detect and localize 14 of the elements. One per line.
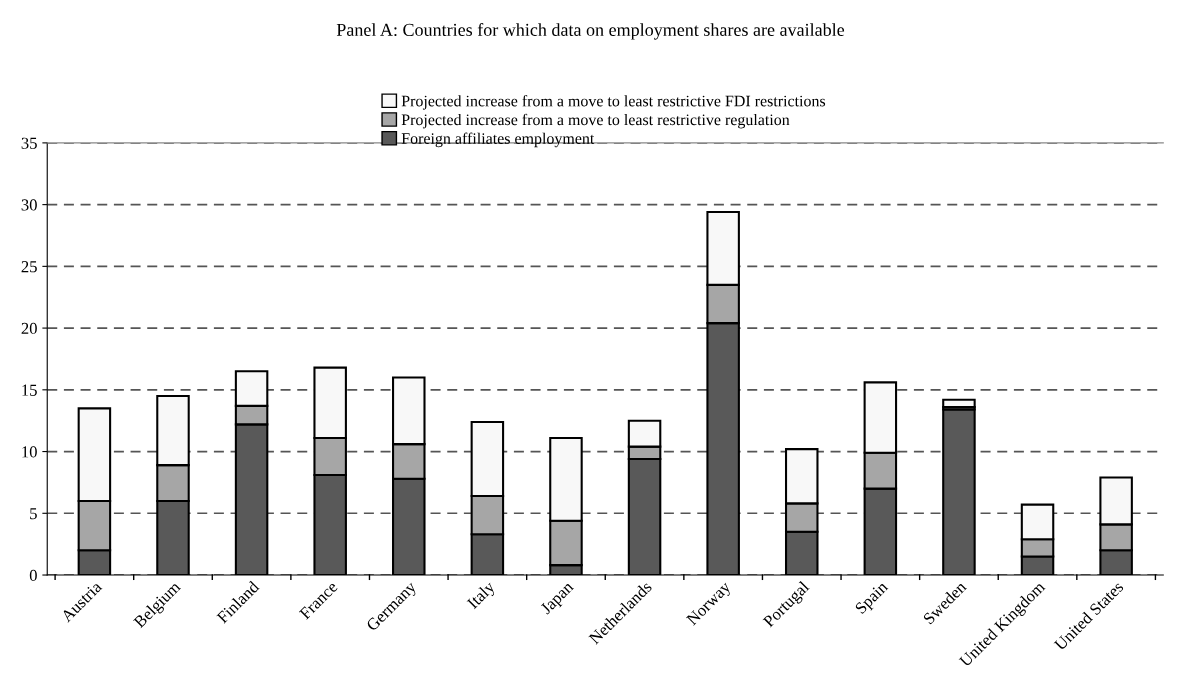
legend-label: Foreign affiliates employment — [401, 132, 595, 148]
y-tick-label: 20 — [21, 322, 37, 335]
x-tick-label: Italy — [466, 579, 499, 612]
y-tick-label: 10 — [22, 446, 37, 458]
y-tick-label: 30 — [21, 199, 37, 211]
y-tick-label: 25 — [21, 261, 37, 273]
y-tick-label: 15 — [22, 384, 37, 396]
chart-title: Panel A: Countries for which data on employment shares are available — [336, 23, 845, 40]
bar — [942, 398, 976, 409]
y-tick-label: 5 — [30, 508, 37, 520]
legend-label: Projected increase from a move to least restrictive FDI restrictions — [401, 95, 826, 110]
y-tick-label: 0 — [29, 569, 37, 581]
legend-label: Projected increase from a move to least restrictive regulation — [401, 113, 790, 129]
y-tick-label: 35 — [21, 137, 37, 149]
